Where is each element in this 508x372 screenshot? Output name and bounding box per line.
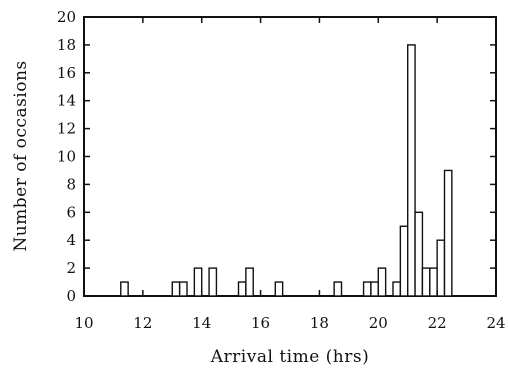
y-tick-label: 0 [66,287,76,305]
x-axis: 10 12 14 16 18 20 22 24 [74,17,506,332]
histogram-bar [178,281,188,297]
x-tick-label: 10 [74,314,93,332]
x-tick-label: 24 [486,314,505,332]
y-tick-label: 8 [66,175,76,193]
x-tick-label: 22 [428,314,447,332]
y-tick-label: 6 [66,203,76,221]
x-axis-title: Arrival time (hrs) [210,347,369,367]
y-tick-label: 10 [57,148,76,166]
histogram-bars [120,44,453,297]
y-tick-label: 16 [57,64,76,82]
histogram-bar [120,281,129,297]
histogram-bar [274,281,284,297]
y-tick-label: 18 [57,36,76,54]
y-tick-label: 20 [57,8,76,26]
x-tick-label: 20 [369,314,388,332]
x-tick-label: 16 [251,314,270,332]
histogram-bar [333,281,343,297]
histogram-bar [414,211,424,297]
histogram-bar [429,267,438,297]
y-tick-label: 12 [57,120,76,138]
histogram-bar [377,267,387,297]
histogram-bar [171,281,181,297]
x-tick-label: 14 [192,314,211,332]
histogram-bar [208,267,218,297]
y-axis: 0 2 4 6 8 10 12 14 16 18 20 [57,8,496,305]
histogram-bar [245,267,254,297]
y-tick-label: 2 [66,259,76,277]
histogram-bar [362,281,372,297]
histogram-bar [237,281,247,297]
histogram-bar [443,169,453,297]
x-tick-label: 18 [310,314,329,332]
x-tick-label: 12 [133,314,152,332]
histogram-bar [399,225,409,297]
histogram-bar [193,267,203,297]
y-axis-title: Number of occasions [11,60,31,251]
histogram-bar [436,239,446,297]
plot-frame [83,16,497,297]
histogram-bar [392,281,402,297]
histogram-bar [421,267,431,297]
histogram-bar [370,281,379,297]
y-tick-label: 14 [57,92,76,110]
histogram-bar [407,44,416,297]
y-tick-label: 4 [66,231,76,249]
